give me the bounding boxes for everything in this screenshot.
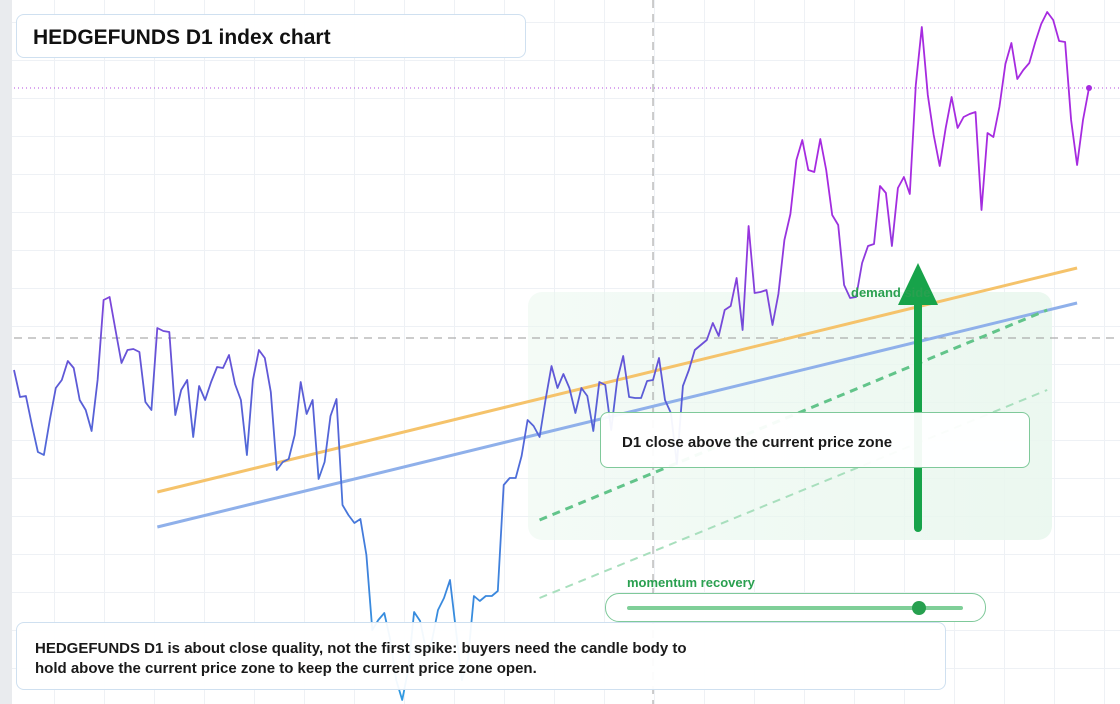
title-box: HEDGEFUNDS D1 index chart [16, 14, 526, 58]
last-point [1086, 85, 1092, 91]
callout: D1 close above the current price zone [600, 412, 1030, 468]
trend-line [538, 308, 1048, 522]
demand-label: demand side [851, 285, 931, 300]
callout-text: D1 close above the current price zone [622, 434, 893, 451]
arrow-head [898, 263, 938, 305]
slider-label: momentum recovery [627, 575, 755, 590]
slider-knob[interactable] [912, 601, 926, 615]
chart-title: HEDGEFUNDS D1 index chart [33, 26, 331, 49]
slider[interactable] [605, 593, 986, 622]
slider-track [627, 606, 963, 610]
note-line: HEDGEFUNDS D1 is about close quality, no… [35, 640, 687, 657]
price-line [13, 11, 1090, 701]
side-strip [0, 0, 12, 704]
note-line: hold above the current price zone to kee… [35, 660, 537, 677]
note-box: HEDGEFUNDS D1 is about close quality, no… [16, 622, 946, 690]
trend-line [539, 389, 1048, 599]
